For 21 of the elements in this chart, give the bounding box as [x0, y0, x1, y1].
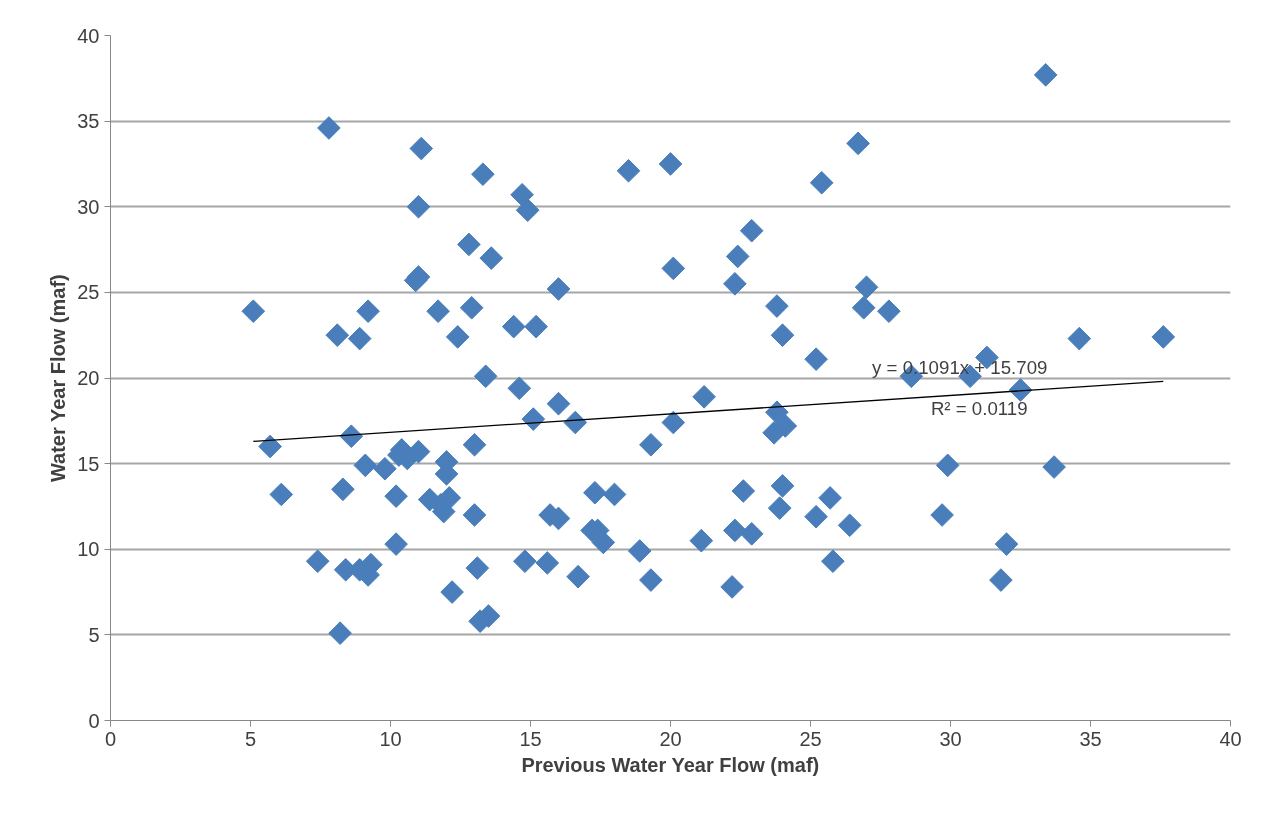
- x-tick-label: 25: [799, 727, 822, 750]
- y-tick-label: 35: [77, 110, 100, 133]
- y-tick-label: 20: [77, 367, 100, 389]
- y-tick-label: 0: [88, 709, 100, 732]
- x-tick-label: 40: [1219, 727, 1242, 750]
- y-tick-label: 30: [77, 195, 100, 218]
- x-tick-label: 15: [519, 727, 542, 750]
- y-tick-label: 25: [77, 281, 100, 304]
- x-axis-title: Previous Water Year Flow (maf): [521, 753, 820, 776]
- x-tick-label: 10: [379, 727, 402, 750]
- y-tick-label: 40: [77, 24, 100, 47]
- y-tick-label: 10: [77, 538, 100, 561]
- x-tick-label: 35: [1079, 727, 1102, 750]
- y-axis-title: Water Year Flow (maf): [47, 274, 70, 483]
- x-tick-label: 5: [244, 727, 257, 750]
- x-tick-label: 20: [659, 727, 682, 750]
- x-tick-label: 0: [104, 727, 117, 750]
- y-tick-label: 15: [77, 452, 100, 475]
- x-tick-label: 30: [939, 727, 962, 750]
- y-tick-label: 5: [88, 623, 100, 646]
- annotation: R² = 0.0119: [930, 398, 1028, 420]
